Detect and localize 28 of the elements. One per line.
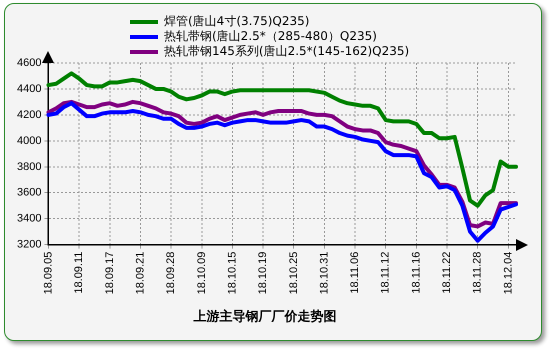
legend-label: 热轧带钢145系列(唐山2.5*(145-162)Q235) — [164, 44, 410, 58]
x-tick-label: 18.12.04 — [502, 252, 514, 294]
x-tick-label: 18.09.11 — [73, 252, 86, 294]
x-tick-label: 18.11.16 — [410, 252, 422, 294]
legend-label: 热轧带钢(唐山2.5*（285-480）Q235) — [164, 29, 377, 43]
x-tick-label: 18.09.17 — [104, 252, 116, 294]
x-tick-label: 18.11.12 — [380, 252, 392, 294]
x-tick-label: 18.10.15 — [226, 252, 238, 294]
y-tick-label: 3800 — [16, 160, 42, 173]
x-tick-label: 18.10.19 — [257, 252, 270, 294]
x-tick-label: 18.09.05 — [42, 252, 54, 294]
y-tick-label: 3200 — [16, 238, 42, 251]
x-tick-label: 18.11.28 — [472, 252, 484, 294]
x-tick-label: 18.09.28 — [165, 252, 178, 294]
x-tick-label: 18.10.09 — [196, 252, 208, 294]
x-tick-label: 18.10.25 — [288, 252, 300, 294]
text: 上游主导钢厂厂价走势图 — [192, 308, 336, 325]
y-tick-label: 4200 — [16, 108, 42, 121]
y-tick-label: 4000 — [16, 134, 42, 147]
y-tick-label: 3400 — [16, 212, 42, 225]
x-tick-label: 18.11.22 — [441, 252, 454, 294]
legend-label: 焊管(唐山4寸(3.75)Q235) — [164, 14, 310, 28]
x-tick-label: 18.09.21 — [134, 252, 146, 294]
y-tick-label: 4600 — [16, 57, 42, 70]
y-tick-label: 4400 — [16, 82, 42, 95]
x-tick-label: 18.10.31 — [318, 252, 330, 294]
x-tick-label: 18.11.06 — [349, 252, 362, 294]
y-tick-label: 3600 — [16, 186, 42, 199]
